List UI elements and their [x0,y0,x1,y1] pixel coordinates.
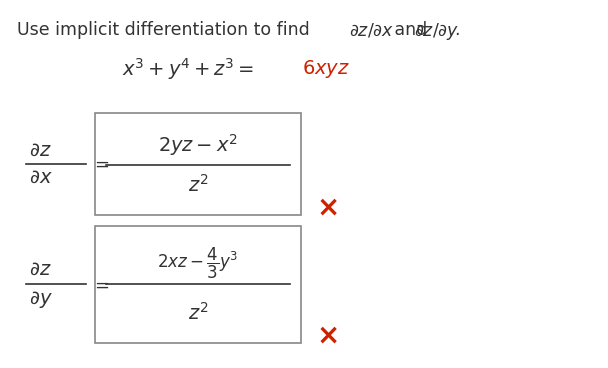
Text: Use implicit differentiation to find: Use implicit differentiation to find [16,21,315,39]
Text: $\partial z/\partial y$: $\partial z/\partial y$ [414,21,460,42]
Text: $\mathbf{\times}$: $\mathbf{\times}$ [316,322,338,350]
Text: and: and [389,21,432,39]
Text: $\partial x$: $\partial x$ [29,168,52,187]
Text: $2yz - x^2$: $2yz - x^2$ [158,132,238,158]
FancyBboxPatch shape [95,113,301,215]
Text: $2xz - \dfrac{4}{3}y^3$: $2xz - \dfrac{4}{3}y^3$ [157,246,239,281]
Text: $\partial z$: $\partial z$ [29,260,51,279]
Text: $\partial y$: $\partial y$ [29,289,52,309]
Text: $=$: $=$ [91,155,109,173]
Text: $6xyz$: $6xyz$ [302,58,350,80]
Text: $z^2$: $z^2$ [188,302,209,323]
Text: $\partial z$: $\partial z$ [29,141,51,160]
FancyBboxPatch shape [95,226,301,343]
Text: $\mathbf{\times}$: $\mathbf{\times}$ [316,194,338,222]
Text: $z^2$: $z^2$ [188,174,209,196]
Text: $x^3 + y^4 + z^3 = $: $x^3 + y^4 + z^3 = $ [122,56,255,82]
Text: $=$: $=$ [91,275,109,293]
Text: .: . [454,21,460,39]
Text: $\partial z/\partial x$: $\partial z/\partial x$ [349,21,394,39]
